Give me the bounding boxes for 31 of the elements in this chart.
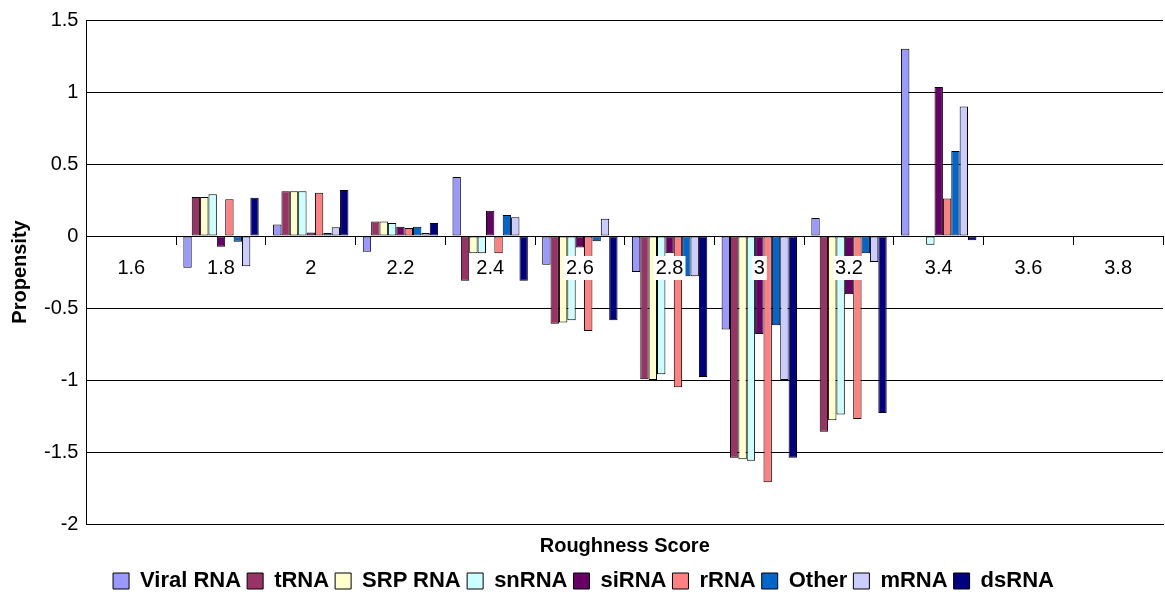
legend-label: mRNA	[880, 567, 948, 593]
legend-label: Viral RNA	[140, 567, 242, 593]
legend-label: dsRNA	[980, 567, 1055, 593]
y-tick-label: 0	[67, 223, 79, 246]
y-axis-title: Propensity	[7, 219, 30, 324]
y-tick-label: 1	[67, 79, 79, 102]
legend-label: rRNA	[699, 567, 756, 593]
x-tick-label: 2.4	[476, 255, 505, 278]
x-tick-label: 1.6	[117, 255, 146, 278]
x-tick-label: 2.8	[655, 255, 684, 278]
x-tick-label: 3.8	[1104, 255, 1133, 278]
y-tick-label: -0.5	[43, 295, 79, 318]
y-tick-label: 0.5	[50, 151, 79, 174]
x-tick-label: 3.2	[835, 255, 863, 278]
x-tick-label: 3.4	[924, 255, 953, 278]
y-tick-label: -2	[60, 511, 79, 534]
legend-label: SRP RNA	[362, 567, 461, 593]
x-tick-label: 3.6	[1014, 255, 1043, 278]
y-tick-label: -1	[60, 367, 79, 390]
x-axis-title: Roughness Score	[539, 533, 710, 556]
legend-label: Other	[788, 567, 848, 593]
legend-label: siRNA	[600, 567, 667, 593]
x-tick-label: 3	[753, 255, 765, 278]
x-tick-label: 2.2	[386, 255, 415, 278]
x-tick-label: 2.6	[565, 255, 594, 278]
legend-label: tRNA	[274, 567, 330, 593]
x-tick-label: 1.8	[207, 255, 235, 278]
y-tick-label: -1.5	[43, 439, 79, 462]
x-tick-label: 2	[305, 255, 317, 278]
y-tick-label: 1.5	[50, 7, 79, 30]
legend-label: snRNA	[494, 567, 568, 593]
